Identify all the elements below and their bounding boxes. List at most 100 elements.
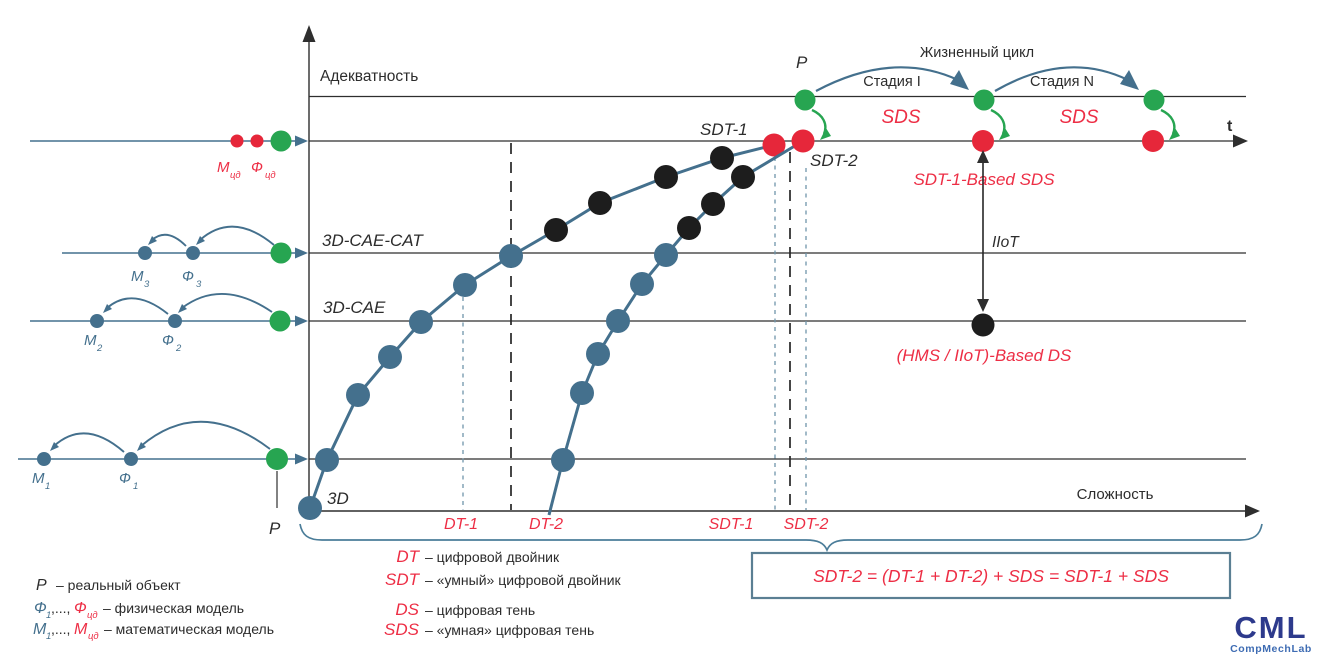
legend-m1-sub: 1 xyxy=(46,631,51,642)
curve-dot-smart xyxy=(731,165,755,189)
ds-dot xyxy=(971,313,995,337)
sdt2-label: SDT-2 xyxy=(784,516,829,533)
f1-label: Ф xyxy=(119,470,131,487)
stageN-label: Стадия N xyxy=(1030,74,1094,90)
legend-sds-desc: – «умная» цифровая тень xyxy=(425,622,594,638)
sds1-label: SDS xyxy=(881,107,920,128)
right-arrow-icon xyxy=(295,247,308,259)
f3-sub: 3 xyxy=(196,279,202,290)
m1-sub: 1 xyxy=(45,481,50,492)
logo-subtitle: CompMechLab xyxy=(1230,643,1312,655)
legend-m-dots: ,..., xyxy=(51,621,70,637)
curve-dot-smart xyxy=(654,165,678,189)
feedback-arrow-icon xyxy=(820,128,831,140)
t-axis-label: t xyxy=(1227,118,1233,135)
legend-p: P xyxy=(36,577,47,594)
f3-label: Ф xyxy=(182,268,194,285)
mcd-sub: цд xyxy=(230,170,241,181)
stage1-label: Стадия I xyxy=(863,74,920,90)
curve-dot xyxy=(586,342,610,366)
p-stage-dot xyxy=(973,89,995,111)
mcd-dot xyxy=(230,134,244,148)
x-milestone-labels: DT-1 DT-2 SDT-1 SDT-2 xyxy=(444,516,829,533)
curve-dot xyxy=(453,273,477,297)
lifecycle-arrow-icon xyxy=(1120,70,1139,90)
up-arrow-icon xyxy=(977,150,989,163)
label-3d-cae: 3D-CAE xyxy=(323,298,386,317)
fcd-dot xyxy=(250,134,264,148)
iiot-label: IIoT xyxy=(992,234,1020,251)
model-line-3: М 3 Ф 3 xyxy=(62,225,308,290)
f1-dot xyxy=(124,452,138,466)
legend-dt-abbr: DT xyxy=(396,547,420,566)
curve-dot xyxy=(409,310,433,334)
formula-text: SDT-2 = (DT-1 + DT-2) + SDS = SDT-1 + SD… xyxy=(813,566,1169,586)
y-axis-arrow-icon xyxy=(302,25,316,42)
lifecycle-arrow-icon xyxy=(950,70,969,90)
legend-m-desc: – математическая модель xyxy=(104,621,274,637)
legend-sdt-desc: – «умный» цифровой двойник xyxy=(425,572,622,588)
m1-dot xyxy=(37,452,51,466)
f2-dot xyxy=(168,314,182,328)
m2-sub: 2 xyxy=(96,343,103,354)
dt1-label: DT-1 xyxy=(444,516,478,533)
hms-based-ds-label: (HMS / IIoT)-Based DS xyxy=(897,346,1072,365)
model-line-2: М 2 Ф 2 xyxy=(30,293,308,354)
curve-dot xyxy=(499,244,523,268)
curve-dot xyxy=(378,345,402,369)
brace xyxy=(299,523,1263,553)
p-object-dot xyxy=(270,242,292,264)
legend-mcd: М xyxy=(74,621,88,638)
logo-title: CML xyxy=(1234,610,1307,645)
legend-m1: М xyxy=(33,621,47,638)
m3-dot xyxy=(138,246,152,260)
legend-mcd-sub: цд xyxy=(88,631,99,642)
p-top-label: P xyxy=(796,53,808,72)
curve-dot-smart xyxy=(544,218,568,242)
curve-dot xyxy=(654,243,678,267)
p-bottom-label: P xyxy=(269,519,281,538)
time-axis-arrow-icon xyxy=(1233,134,1248,148)
legend-f1: Ф xyxy=(34,600,47,617)
dt1-curve xyxy=(298,133,786,520)
p-stage-dot xyxy=(794,89,816,111)
sds-dot xyxy=(1142,130,1164,152)
f2-sub: 2 xyxy=(175,343,182,354)
label-3d-cae-cat: 3D-CAE-CAT xyxy=(322,231,424,250)
legend-f-desc: – физическая модель xyxy=(103,600,244,616)
legend-left: P – реальный объект Ф 1 ,..., Ф цд – физ… xyxy=(33,577,274,642)
cml-logo: CML CompMechLab xyxy=(1230,610,1312,655)
p-object-dot xyxy=(269,310,291,332)
mcd-label: М xyxy=(217,159,230,176)
curve-dot-smart xyxy=(710,146,734,170)
legend-sdt-abbr: SDT xyxy=(385,570,421,589)
feedback-arrow-icon xyxy=(1169,128,1180,140)
arc-arrow-icon xyxy=(103,304,112,313)
sdt1-based-sds-label: SDT-1-Based SDS xyxy=(913,170,1055,189)
legend-f-dots: ,..., xyxy=(51,600,70,616)
label-sdt2-curve: SDT-2 xyxy=(810,151,858,170)
arc-arrow-icon xyxy=(196,236,205,245)
level-labels: 3D 3D-CAE 3D-CAE-CAT SDT-1 SDT-2 xyxy=(322,120,858,508)
lifecycle-title: Жизненный цикл xyxy=(920,45,1034,61)
m2-dot xyxy=(90,314,104,328)
level-lines xyxy=(309,95,1248,460)
m3-sub: 3 xyxy=(144,279,150,290)
right-arrow-icon xyxy=(295,315,308,327)
f1-sub: 1 xyxy=(133,481,138,492)
legend-dt-desc: – цифровой двойник xyxy=(425,549,560,565)
p-stage-dot xyxy=(1143,89,1165,111)
formula-box: SDT-2 = (DT-1 + DT-2) + SDS = SDT-1 + SD… xyxy=(750,551,1232,600)
m3-label: М xyxy=(131,268,144,285)
curve-dot-smart xyxy=(701,192,725,216)
right-arrow-icon xyxy=(295,135,308,147)
iiot-link: IIoT (HMS / IIoT)-Based DS xyxy=(897,150,1072,365)
arc-arrow-icon xyxy=(178,304,187,313)
fcd-sub: цд xyxy=(265,170,276,181)
curve-dot xyxy=(315,448,339,472)
arc-arrow-icon xyxy=(50,442,59,451)
curve-dot xyxy=(570,381,594,405)
m1-label: М xyxy=(32,470,45,487)
x-axis: Сложность t xyxy=(309,118,1260,518)
